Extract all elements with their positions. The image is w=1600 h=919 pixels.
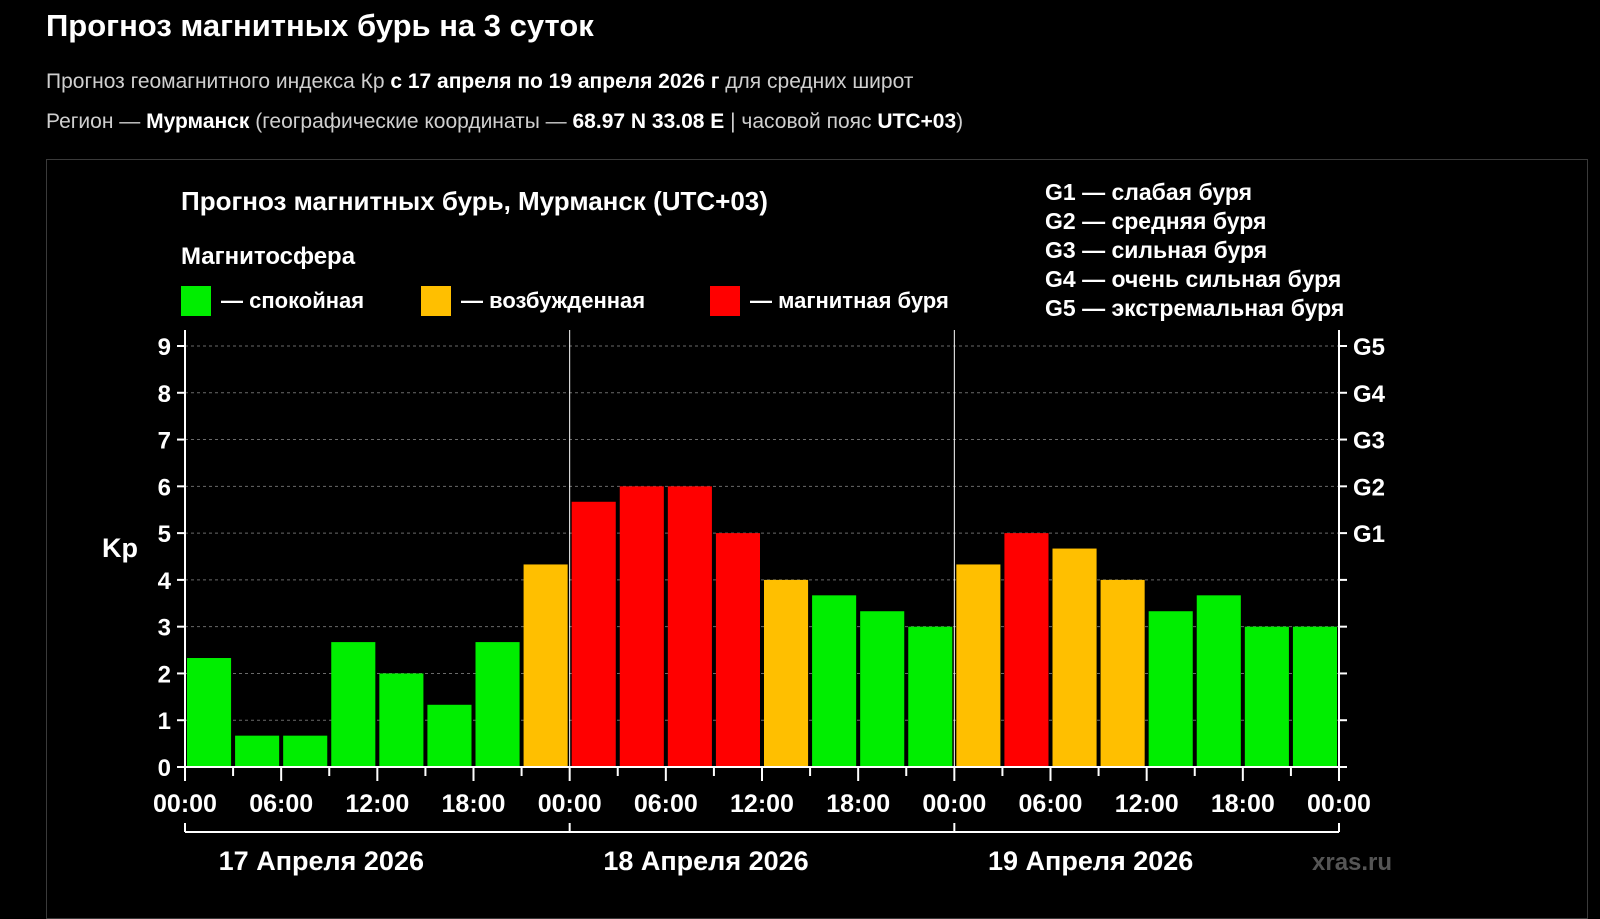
y-tick-label-9: 9 xyxy=(158,334,171,361)
bar-5 xyxy=(379,673,424,767)
day-label-1: 17 Апреля 2026 xyxy=(219,846,424,876)
y-tick-label-8: 8 xyxy=(158,381,171,408)
bar-14 xyxy=(812,595,857,767)
bar-19 xyxy=(1052,548,1097,767)
storm-level-label-g4: G4 xyxy=(1353,381,1386,408)
storm-scale-legend: G1 — слабая буря G2 — средняя буря G3 — си… xyxy=(1045,179,1344,321)
forecast-dates: с 17 апреля по 19 апреля 2026 г xyxy=(390,70,720,93)
forecast-period-prefix: Прогноз геомагнитного индекса Кр xyxy=(46,70,391,93)
bar-7 xyxy=(475,642,520,767)
legend: — спокойная — возбужденная — магнитная бур… xyxy=(181,286,949,316)
region-prefix: Регион — xyxy=(46,110,147,133)
bar-20 xyxy=(1100,579,1145,767)
forecast-period-suffix: для средних широт xyxy=(719,70,914,93)
bar-12 xyxy=(715,533,760,767)
bar-22 xyxy=(1196,595,1241,767)
y-axis-label: Kp xyxy=(102,533,138,563)
x-tick-label-11: 12:00 xyxy=(1115,790,1179,818)
storm-legend-item-2: G2 — средняя буря xyxy=(1045,208,1266,234)
legend-swatch-2 xyxy=(421,286,451,316)
x-tick-label-8: 18:00 xyxy=(826,790,890,818)
x-tick-label-9: 00:00 xyxy=(922,790,986,818)
y-tick-label-0: 0 xyxy=(158,755,171,782)
legend-label-3: — магнитная буря xyxy=(750,288,949,313)
bar-24 xyxy=(1292,626,1337,767)
day-label-2: 18 Апреля 2026 xyxy=(603,846,808,876)
bar-23 xyxy=(1244,626,1289,767)
storm-level-label-g3: G3 xyxy=(1353,428,1385,455)
x-tick-label-7: 12:00 xyxy=(730,790,794,818)
page-title: Прогноз магнитных бурь на 3 суток xyxy=(46,8,594,43)
bar-10 xyxy=(619,486,664,767)
bar-3 xyxy=(283,735,328,767)
legend-label-1: — спокойная xyxy=(221,288,364,313)
storm-legend-item-5: G5 — экстремальная буря xyxy=(1045,295,1344,321)
region-timezone: UTC+03 xyxy=(877,110,957,133)
coords-prefix: (географические координаты — xyxy=(249,110,573,133)
y-tick-label-7: 7 xyxy=(158,428,171,455)
x-tick-label-5: 00:00 xyxy=(538,790,602,818)
x-tick-label-12: 18:00 xyxy=(1211,790,1275,818)
legend-swatch-1 xyxy=(181,286,211,316)
x-tick-label-10: 06:00 xyxy=(1019,790,1083,818)
bar-4 xyxy=(331,642,376,767)
chart-title: Прогноз магнитных бурь, Мурманск (UTC+03… xyxy=(181,186,768,216)
bar-21 xyxy=(1148,611,1193,767)
bar-16 xyxy=(908,626,953,767)
bar-6 xyxy=(427,704,472,767)
legend-swatch-3 xyxy=(710,286,740,316)
x-tick-label-1: 00:00 xyxy=(153,790,217,818)
storm-level-label-g2: G2 xyxy=(1353,474,1385,501)
bar-1 xyxy=(187,658,232,767)
storm-legend-item-1: G1 — слабая буря xyxy=(1045,179,1252,205)
x-tick-label-2: 06:00 xyxy=(249,790,313,818)
y-tick-label-6: 6 xyxy=(158,474,171,501)
bar-15 xyxy=(860,611,905,767)
storm-level-label-g1: G1 xyxy=(1353,521,1385,548)
plot-area: 0 1 2 3 4 5 6 7 8 9 G1 G2 G3 G4 G5 Kp 00:00 06:00 12:00 18:… xyxy=(102,330,1392,876)
watermark: xras.ru xyxy=(1312,849,1392,876)
x-tick-label-4: 18:00 xyxy=(442,790,506,818)
x-tick-label-3: 12:00 xyxy=(345,790,409,818)
y-tick-label-1: 1 xyxy=(158,708,171,735)
bar-11 xyxy=(667,486,712,767)
storm-legend-item-3: G3 — сильная буря xyxy=(1045,237,1267,263)
y-tick-label-2: 2 xyxy=(158,661,171,688)
region-coordinates: 68.97 N 33.08 E xyxy=(572,110,725,133)
bar-18 xyxy=(1004,533,1049,767)
storm-legend-item-4: G4 — очень сильная буря xyxy=(1045,266,1341,292)
bar-8 xyxy=(523,564,568,767)
timezone-prefix: | часовой пояс xyxy=(724,110,878,133)
bar-17 xyxy=(956,564,1001,767)
region-suffix: ) xyxy=(956,110,964,133)
y-tick-label-5: 5 xyxy=(158,521,171,548)
bar-2 xyxy=(235,735,280,767)
day-label-3: 19 Апреля 2026 xyxy=(988,846,1193,876)
kp-forecast-chart: Прогноз магнитных бурь, Мурманск (UTC+03… xyxy=(102,179,1392,876)
legend-label-2: — возбужденная xyxy=(461,288,645,313)
region-line: Регион — Мурманск (географические коорди… xyxy=(46,110,963,134)
region-name: Мурманск xyxy=(146,110,250,133)
chart-frame: Прогноз магнитных бурь, Мурманск (UTC+03… xyxy=(46,159,1588,919)
storm-level-label-g5: G5 xyxy=(1353,334,1385,361)
forecast-period-line: Прогноз геомагнитного индекса Кр с 17 ап… xyxy=(46,70,913,94)
x-tick-label-6: 06:00 xyxy=(634,790,698,818)
y-tick-label-3: 3 xyxy=(158,615,171,642)
x-tick-label-13: 00:00 xyxy=(1307,790,1371,818)
y-tick-label-4: 4 xyxy=(158,568,172,595)
bar-13 xyxy=(764,579,809,767)
legend-title: Магнитосфера xyxy=(181,243,356,270)
bar-9 xyxy=(571,501,616,767)
